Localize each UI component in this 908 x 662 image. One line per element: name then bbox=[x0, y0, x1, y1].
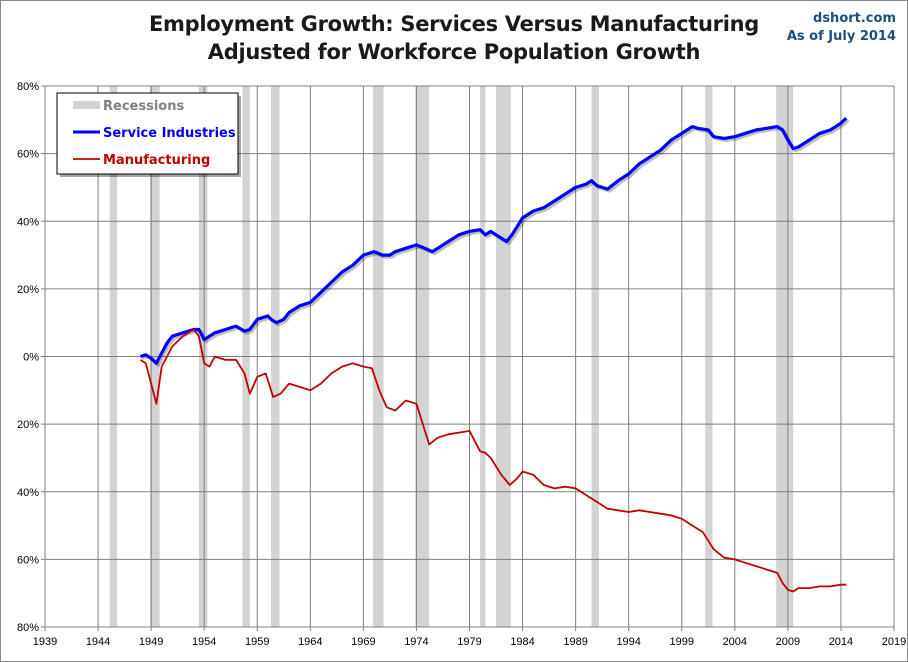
y-tick-label: 20% bbox=[17, 284, 39, 296]
x-tick-label: 1969 bbox=[351, 636, 375, 648]
legend: Recessions Service Industries Manufactur… bbox=[56, 92, 241, 177]
series-line-services bbox=[140, 116, 848, 365]
y-tick-label: 20% bbox=[17, 419, 39, 431]
x-tick-label: 1949 bbox=[139, 636, 163, 648]
x-tick-label: 1999 bbox=[670, 636, 694, 648]
x-tick-label: 1994 bbox=[616, 636, 640, 648]
axis-layer: 80% 60% 40% 20% 0% 20% 40% 60% 80% 1939 1944 1949 19… bbox=[17, 81, 906, 648]
x-tick-label: 1974 bbox=[404, 636, 428, 648]
x-tick-label: 1984 bbox=[510, 636, 534, 648]
x-tick-label: 1954 bbox=[192, 636, 216, 648]
y-tick-label: 60% bbox=[17, 554, 39, 566]
source-site: dshort.com bbox=[813, 11, 896, 26]
source-date: As of July 2014 bbox=[786, 29, 896, 44]
title-line-1: Employment Growth: Services Versus Manuf… bbox=[148, 12, 760, 36]
x-tick-label: 2014 bbox=[829, 636, 853, 648]
title-line-2: Adjusted for Workforce Population Growth bbox=[207, 40, 701, 64]
x-tick-label: 1989 bbox=[563, 636, 587, 648]
series-layer bbox=[140, 116, 850, 593]
x-tick-label: 1979 bbox=[457, 636, 481, 648]
y-tick-label: 0% bbox=[23, 352, 39, 364]
legend-label-manufacturing: Manufacturing bbox=[103, 153, 210, 168]
y-tick-label: 40% bbox=[17, 487, 39, 499]
y-tick-label: 80% bbox=[17, 81, 39, 93]
chart-title: Employment Growth: Services Versus Manuf… bbox=[0, 10, 908, 66]
x-tick-label: 2019 bbox=[882, 636, 906, 648]
x-tick-label: 2004 bbox=[723, 636, 747, 648]
x-tick-label: 1959 bbox=[245, 636, 269, 648]
legend-label-services: Service Industries bbox=[103, 126, 236, 141]
source-credit: dshort.com As of July 2014 bbox=[787, 10, 896, 46]
x-tick-label: 1964 bbox=[298, 636, 322, 648]
x-tick-label: 1939 bbox=[33, 636, 57, 648]
x-tick-label: 1944 bbox=[86, 636, 110, 648]
y-tick-label: 60% bbox=[17, 149, 39, 161]
x-tick-label: 2009 bbox=[776, 636, 800, 648]
legend-label-recessions: Recessions bbox=[103, 99, 184, 114]
series-line-manufacturing bbox=[140, 328, 847, 593]
y-tick-label: 40% bbox=[17, 216, 39, 228]
y-tick-label: 80% bbox=[17, 622, 39, 634]
